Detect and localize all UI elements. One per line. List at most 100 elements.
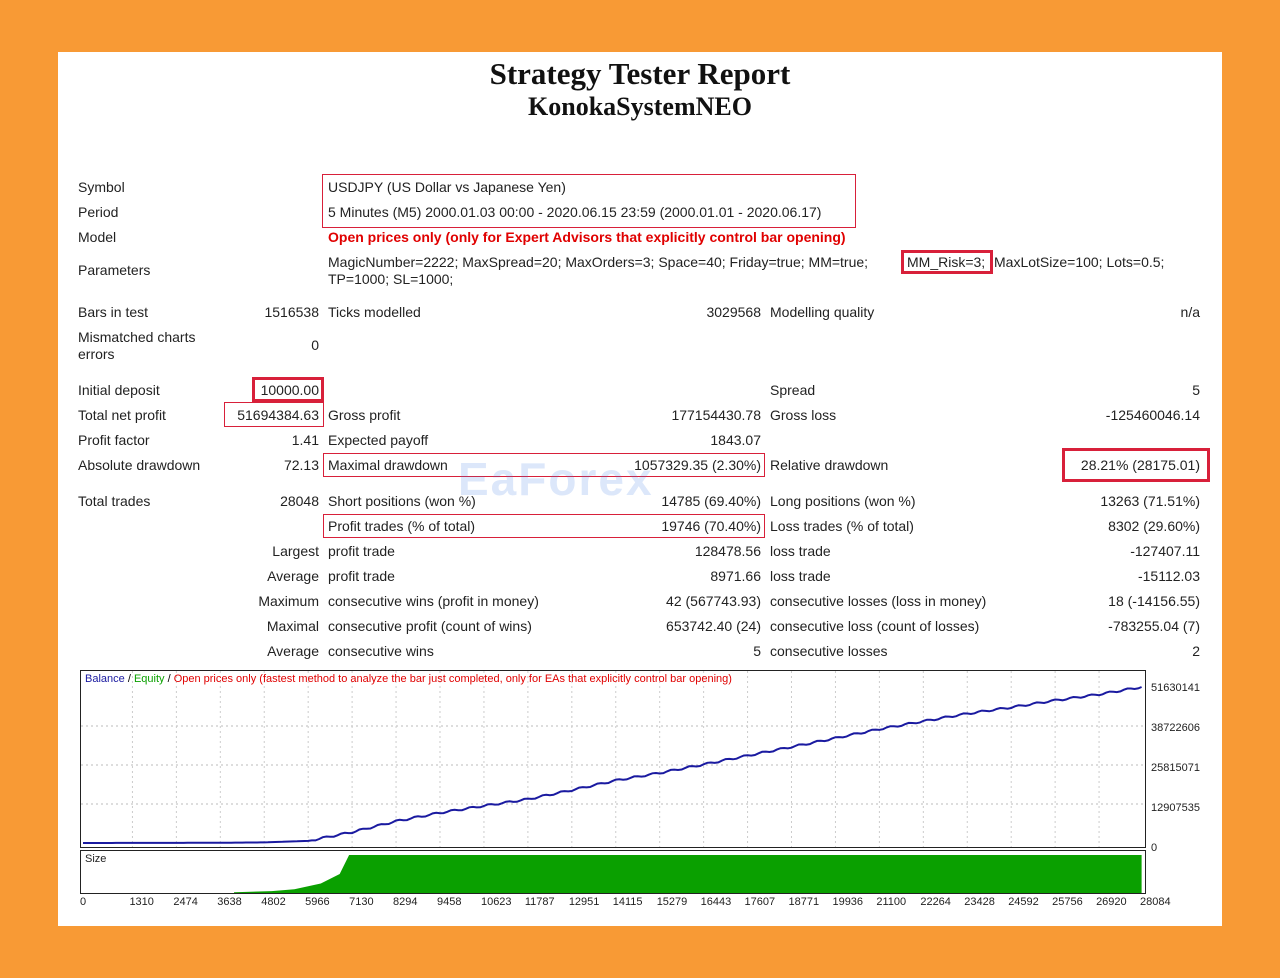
x-tick-label: 11787 <box>524 896 555 908</box>
net-profit-highlight <box>224 402 324 427</box>
spread-label: Spread <box>770 382 816 398</box>
legend-sep-1: / <box>124 673 134 685</box>
expected-payoff-label: Expected payoff <box>328 432 429 448</box>
y-tick-label: 12907535 <box>1151 802 1200 814</box>
x-tick-label: 9458 <box>436 896 462 908</box>
x-tick-label: 23428 <box>964 896 995 908</box>
abs-drawdown-value: 72.13 <box>283 457 319 473</box>
profit-trades-value: 19746 (70.40%) <box>661 518 761 534</box>
max-losses-label: consecutive losses (loss in money) <box>770 593 987 609</box>
mm-risk-highlight <box>901 250 993 274</box>
max-profit-label: consecutive profit (count of wins) <box>328 618 532 634</box>
watermark: EaForex <box>458 453 654 505</box>
largest-loss-value: -127407.11 <box>1130 543 1200 559</box>
profit-trades-label: Profit trades (% of total) <box>328 518 476 534</box>
rel-drawdown-value: 28.21% (28175.01) <box>1080 457 1200 473</box>
ea-name: KonokaSystemNEO <box>528 92 752 121</box>
long-positions-label: Long positions (won %) <box>770 493 916 509</box>
y-tick-label: 38722606 <box>1151 722 1200 734</box>
gross-loss-value: -125460046.14 <box>1105 407 1200 423</box>
max-drawdown-value: 1057329.35 (2.30%) <box>634 457 761 473</box>
short-positions-value: 14785 (69.40%) <box>661 493 761 509</box>
spread-value: 5 <box>1192 382 1200 398</box>
chart-legend: Balance / Equity / Open prices only (fas… <box>85 673 732 685</box>
max-losses-value: 18 (-14156.55) <box>1108 593 1200 609</box>
max-loss-value: -783255.04 (7) <box>1108 618 1200 634</box>
long-positions-value: 13263 (71.51%) <box>1100 493 1200 509</box>
x-tick-label: 22264 <box>920 896 951 908</box>
balance-chart-svg <box>81 671 1145 847</box>
model-value: Open prices only (only for Expert Adviso… <box>328 229 846 245</box>
x-tick-label: 3638 <box>217 896 242 908</box>
deposit-label: Initial deposit <box>78 382 160 398</box>
ticks-label: Ticks modelled <box>328 304 421 320</box>
average-label: Average <box>267 568 319 584</box>
rel-drawdown-highlight <box>1062 448 1210 482</box>
deposit-highlight <box>252 377 324 402</box>
x-tick-label: 28084 <box>1140 896 1171 908</box>
largest-label: Largest <box>272 543 319 559</box>
mismatch-label-2: errors <box>78 346 115 362</box>
x-tick-label: 12951 <box>568 896 600 908</box>
x-tick-label: 18771 <box>788 896 820 908</box>
x-tick-label: 14115 <box>612 896 643 908</box>
max-profit-value: 653742.40 (24) <box>666 618 761 634</box>
x-tick-label: 7130 <box>349 896 374 908</box>
mismatch-label-1: Mismatched charts <box>78 329 196 345</box>
net-profit-label: Total net profit <box>78 407 166 423</box>
report-title: Strategy Tester Report <box>489 56 791 91</box>
gross-loss-label: Gross loss <box>770 407 837 423</box>
symbol-period-highlight <box>322 174 856 228</box>
x-tick-label: 16443 <box>700 896 732 908</box>
ticks-value: 3029568 <box>706 304 761 320</box>
report-page: Strategy Tester Report KonokaSystemNEO S… <box>58 52 1222 926</box>
abs-drawdown-label: Absolute drawdown <box>78 457 201 473</box>
x-tick-label: 15279 <box>656 896 688 908</box>
x-tick-label: 17607 <box>744 896 776 908</box>
x-tick-label: 24592 <box>1008 896 1039 908</box>
quality-value: n/a <box>1180 304 1200 320</box>
y-tick-label: 0 <box>1151 842 1158 854</box>
parameters-line2: TP=1000; SL=1000; <box>328 271 454 287</box>
x-tick-label: 1310 <box>129 896 154 908</box>
average2-label: Average <box>267 643 319 659</box>
maximal-label: Maximal <box>266 618 319 634</box>
avg-wins-value: 5 <box>753 643 761 659</box>
gross-profit-value: 177154430.78 <box>671 407 761 423</box>
loss-trades-label: Loss trades (% of total) <box>770 518 914 534</box>
y-tick-label: 25815071 <box>1151 762 1200 774</box>
legend-balance: Balance <box>85 673 125 685</box>
profit-trades-highlight <box>323 514 765 538</box>
bars-value: 1516538 <box>264 304 319 320</box>
x-tick-label: 26920 <box>1096 896 1127 908</box>
x-tick-label: 0 <box>80 896 87 908</box>
symbol-label: Symbol <box>78 179 125 195</box>
x-tick-label: 5966 <box>305 896 330 908</box>
parameters-label: Parameters <box>78 262 151 278</box>
max-wins-value: 42 (567743.93) <box>666 593 761 609</box>
average-loss-label: loss trade <box>770 568 831 584</box>
total-trades-value: 28048 <box>280 493 319 509</box>
size-chart: Size <box>80 850 1146 894</box>
max-drawdown-highlight <box>323 453 765 477</box>
average-profit-label: profit trade <box>328 568 395 584</box>
max-drawdown-label: Maximal drawdown <box>328 457 448 473</box>
balance-chart: Balance / Equity / Open prices only (fas… <box>80 670 1146 848</box>
mismatch-value: 0 <box>311 337 319 353</box>
bars-label: Bars in test <box>78 304 149 320</box>
size-chart-svg <box>234 855 1142 893</box>
x-tick-label: 19936 <box>832 896 864 908</box>
x-tick-label: 8294 <box>393 896 418 908</box>
total-trades-label: Total trades <box>78 493 151 509</box>
max-loss-label: consecutive loss (count of losses) <box>770 618 980 634</box>
period-label: Period <box>78 204 119 220</box>
average-profit-value: 8971.66 <box>710 568 761 584</box>
avg-losses-value: 2 <box>1192 643 1200 659</box>
x-tick-label: 10623 <box>480 896 512 908</box>
loss-trades-value: 8302 (29.60%) <box>1108 518 1200 534</box>
parameters-mm-risk: MM_Risk=3; <box>907 254 986 270</box>
size-label: Size <box>85 853 107 865</box>
gross-profit-label: Gross profit <box>328 407 401 423</box>
profit-factor-value: 1.41 <box>291 432 319 448</box>
parameters-line1-c: MaxLotSize=100; Lots=0.5; <box>994 254 1165 270</box>
